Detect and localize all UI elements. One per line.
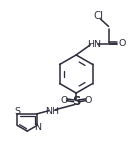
Text: O: O [118, 39, 126, 48]
Text: S: S [72, 95, 80, 108]
Text: NH: NH [45, 107, 59, 116]
Text: HN: HN [88, 40, 101, 49]
Text: N: N [34, 123, 41, 132]
Text: O: O [61, 96, 68, 105]
Text: S: S [14, 107, 20, 116]
Text: Cl: Cl [93, 11, 103, 21]
Text: O: O [84, 96, 91, 105]
